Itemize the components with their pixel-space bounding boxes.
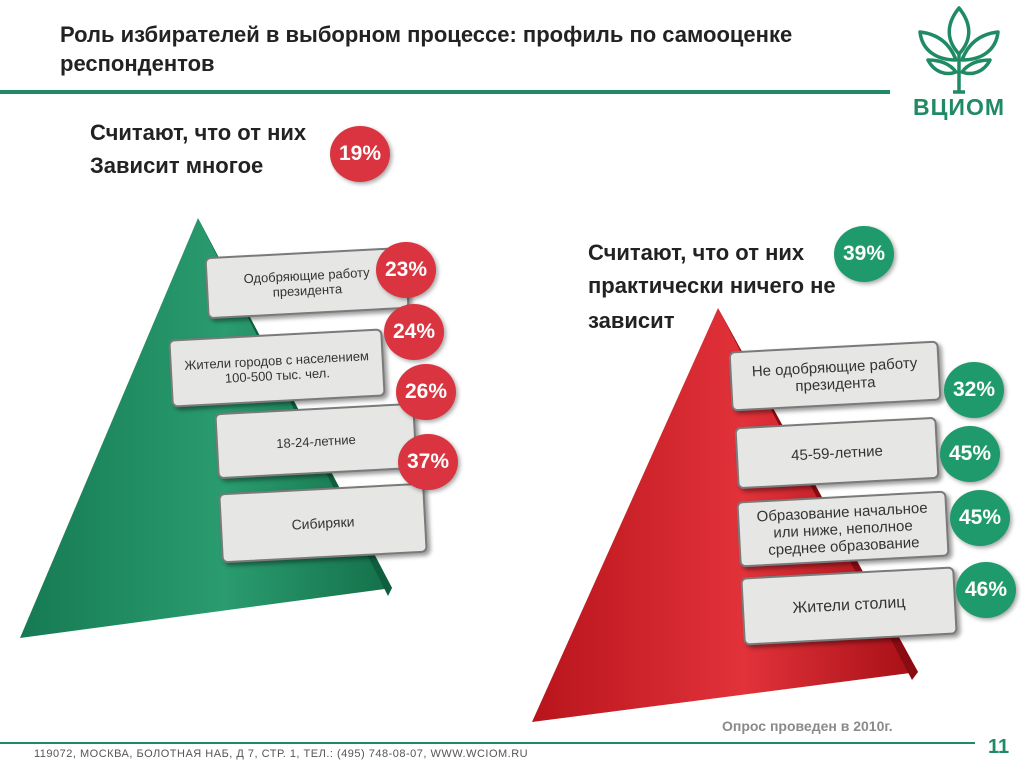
right-item-4-value: 46% — [956, 562, 1016, 618]
survey-note: Опрос проведен в 2010г. — [722, 718, 893, 734]
left-item-2-value: 24% — [384, 304, 444, 360]
left-heading: Считают, что от них Зависит многое — [90, 116, 306, 182]
left-item-1-value: 23% — [376, 242, 436, 298]
left-total-badge: 19% — [330, 126, 390, 182]
right-item-1-value: 32% — [944, 362, 1004, 418]
left-item-2: Жители городов с населением 100-500 тыс.… — [168, 328, 385, 407]
left-item-4: Сибиряки — [218, 483, 427, 564]
footer-divider — [0, 742, 975, 744]
right-item-3: Образование начальное или ниже, неполное… — [736, 491, 949, 568]
right-heading: Считают, что от них практически ничего н… — [588, 236, 836, 337]
left-item-4-value: 37% — [398, 434, 458, 490]
left-item-3-value: 26% — [396, 364, 456, 420]
footer-address: 119072, МОСКВА, БОЛОТНАЯ НАБ, Д 7, СТР. … — [34, 748, 528, 760]
right-item-1: Не одобряющие работу президента — [729, 341, 942, 412]
right-item-3-value: 45% — [950, 490, 1010, 546]
right-item-2-value: 45% — [940, 426, 1000, 482]
right-item-2: 45-59-летние — [735, 417, 940, 489]
right-item-4: Жители столиц — [740, 566, 957, 645]
right-total-badge: 39% — [834, 226, 894, 282]
page-number: 11 — [988, 736, 1009, 759]
left-item-3: 18-24-летние — [214, 403, 417, 479]
